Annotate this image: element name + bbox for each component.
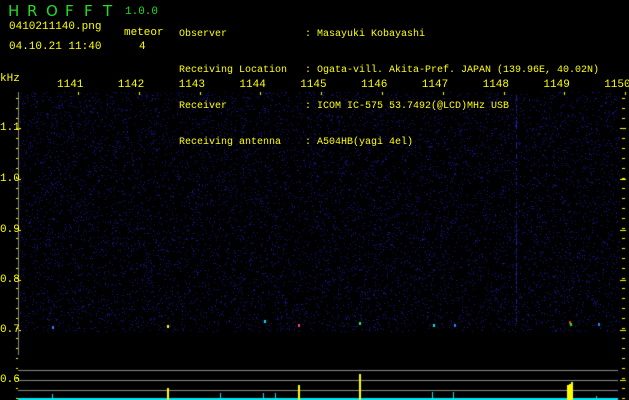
x-tick-label: 1146 bbox=[361, 79, 388, 91]
y-tick-label: 1.1 bbox=[0, 122, 20, 134]
app-version: 1.0.0 bbox=[125, 6, 159, 18]
title-letter: F bbox=[84, 2, 93, 20]
info-label: Observer bbox=[179, 29, 228, 40]
title-letter: O bbox=[46, 2, 58, 20]
info-value: : A504HB(yagi 4el) bbox=[305, 137, 414, 148]
y-tick-label: 1.0 bbox=[0, 173, 20, 185]
x-tick-label: 1147 bbox=[421, 79, 449, 91]
y-tick-label: 0.7 bbox=[0, 324, 20, 336]
x-tick-label: 1148 bbox=[482, 79, 509, 91]
x-tick-label: 1145 bbox=[300, 79, 327, 91]
info-value: : Masayuki Kobayashi bbox=[305, 29, 426, 40]
info-label: Receiving antenna bbox=[179, 137, 282, 148]
y-tick-label: 0.9 bbox=[0, 224, 20, 236]
x-tick-label: 1144 bbox=[239, 79, 266, 91]
info-label: Receiver bbox=[179, 101, 228, 112]
file-name: 0410211140.png bbox=[9, 21, 102, 33]
title-letter: T bbox=[103, 2, 113, 20]
title-letter: H bbox=[8, 2, 20, 20]
y-tick-label: 0.8 bbox=[0, 274, 20, 286]
file-datetime: 04.10.21 11:40 bbox=[9, 41, 102, 53]
info-block: Observer : Masayuki Kobayashi Receiving L… bbox=[179, 5, 599, 161]
info-value: : Ogata-vill. Akita-Pref. JAPAN (139.96E… bbox=[305, 65, 600, 76]
x-tick-label: 1141 bbox=[57, 79, 84, 91]
info-value: : ICOM IC-575 53.7492(@LCD)MHz USB bbox=[305, 101, 510, 112]
y-tick-label: 0.6 bbox=[0, 374, 20, 386]
info-label: Receiving Location bbox=[179, 65, 288, 76]
x-tick-label: 1149 bbox=[543, 79, 570, 91]
x-tick-label: 1150 bbox=[604, 79, 629, 91]
y-unit-label: kHz bbox=[0, 73, 20, 85]
title-letter: R bbox=[27, 2, 38, 20]
title-letter: F bbox=[65, 2, 74, 20]
x-tick-label: 1143 bbox=[178, 79, 205, 91]
meteor-count: 4 bbox=[139, 41, 146, 53]
x-tick-label: 1142 bbox=[117, 79, 145, 91]
meteor-label: meteor bbox=[124, 27, 164, 39]
